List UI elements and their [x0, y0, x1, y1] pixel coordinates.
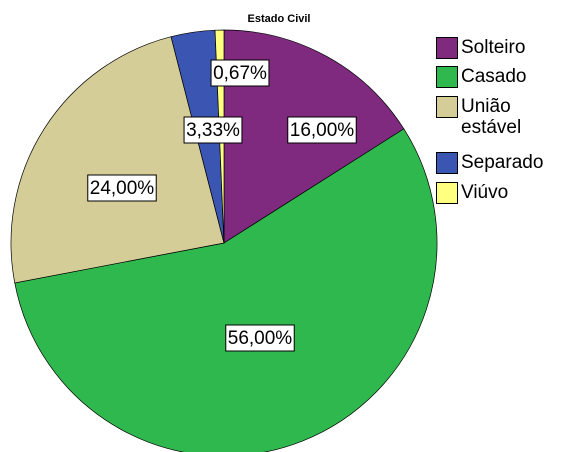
value-label: 56,00% [228, 328, 293, 349]
legend-item: Separado [436, 152, 561, 174]
legend-swatch [436, 66, 458, 88]
legend-label: Separado [461, 152, 544, 173]
legend-label: União estável [461, 96, 522, 138]
value-label: 16,00% [290, 120, 355, 141]
slices [10, 29, 438, 452]
legend-item: Casado [436, 66, 561, 88]
value-label-box [183, 116, 243, 144]
slice [14, 128, 438, 452]
value-label: 24,00% [90, 178, 155, 199]
value-label: 3,33% [186, 120, 240, 141]
value-label: 0,67% [213, 63, 267, 84]
chart-title: Estado Civil [248, 13, 311, 25]
legend-label: Solteiro [461, 37, 526, 58]
legend-swatch [436, 182, 458, 204]
value-label-box [225, 324, 295, 352]
legend-swatch [436, 37, 458, 59]
legend-item: Solteiro [436, 37, 561, 59]
slice [10, 36, 225, 284]
value-label-box [87, 174, 157, 202]
legend-item: União estável [436, 96, 561, 138]
value-label-box [287, 116, 357, 144]
value-label-box [210, 59, 270, 87]
legend-swatch [436, 96, 458, 118]
legend-item: Viúvo [436, 182, 561, 204]
legend-label: Casado [461, 66, 527, 87]
legend-swatch [436, 152, 458, 174]
legend-label: Viúvo [461, 182, 509, 203]
